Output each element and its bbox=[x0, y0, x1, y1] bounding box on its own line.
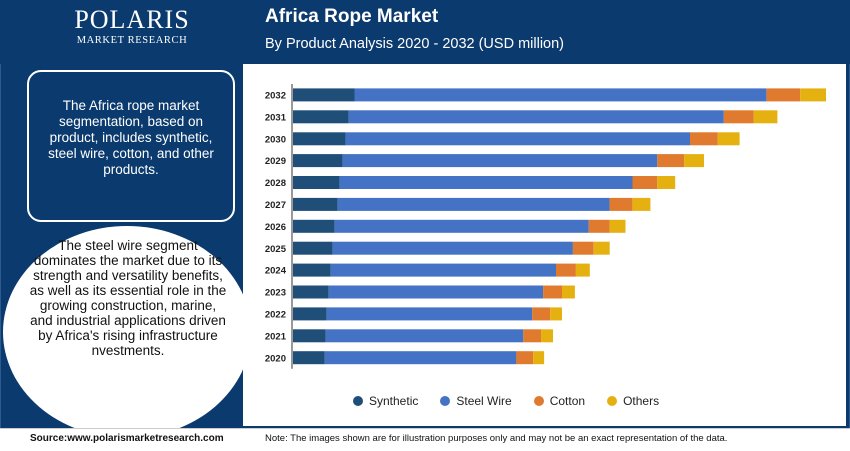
logo-name: POLARIS bbox=[74, 5, 190, 34]
segmentation-info-text: The Africa rope market segmentation, bas… bbox=[48, 98, 214, 177]
bar-others-2026 bbox=[609, 219, 626, 233]
bar-others-2023 bbox=[562, 285, 575, 299]
tick-label-2028: 2028 bbox=[265, 178, 286, 189]
footer: Source:www.polarismarketresearch.com Not… bbox=[0, 428, 850, 451]
bar-steel-wire-2028 bbox=[339, 176, 633, 189]
bar-synthetic-2029 bbox=[293, 154, 343, 168]
tick-label-2032: 2032 bbox=[265, 90, 286, 101]
legend-item-cotton: Cotton bbox=[533, 394, 586, 408]
tick-label-2023: 2023 bbox=[265, 288, 286, 299]
legend-label-steel-wire: Steel Wire bbox=[456, 394, 512, 408]
bar-cotton-2031 bbox=[723, 110, 754, 124]
bar-cotton-2030 bbox=[690, 132, 718, 146]
tick-label-2027: 2027 bbox=[265, 200, 286, 211]
bar-cotton-2021 bbox=[523, 329, 542, 343]
bar-steel-wire-2022 bbox=[326, 307, 533, 321]
legend-item-synthetic: Synthetic bbox=[353, 394, 418, 408]
bar-synthetic-2021 bbox=[293, 329, 326, 343]
bar-cotton-2022 bbox=[532, 307, 551, 321]
bar-steel-wire-2020 bbox=[324, 351, 517, 365]
tick-label-2022: 2022 bbox=[265, 309, 286, 320]
tick-label-2026: 2026 bbox=[265, 222, 286, 233]
bar-cotton-2028 bbox=[632, 176, 658, 189]
bar-synthetic-2030 bbox=[293, 132, 346, 146]
bar-synthetic-2023 bbox=[293, 285, 329, 299]
bar-synthetic-2026 bbox=[293, 219, 335, 233]
bar-cotton-2023 bbox=[543, 285, 562, 299]
legend-swatch-others bbox=[607, 396, 618, 406]
logo-subtitle: MARKET RESEARCH bbox=[76, 35, 188, 46]
legend-swatch-steel-wire bbox=[440, 396, 451, 406]
bar-steel-wire-2029 bbox=[342, 154, 658, 168]
bar-steel-wire-2027 bbox=[337, 197, 610, 211]
insight-text: The steel wire segment dominates the mar… bbox=[29, 238, 227, 358]
bar-others-2022 bbox=[550, 307, 562, 321]
legend-swatch-synthetic bbox=[353, 396, 363, 406]
bar-cotton-2024 bbox=[556, 263, 576, 277]
tick-label-2030: 2030 bbox=[265, 134, 286, 145]
tick-label-2025: 2025 bbox=[265, 244, 287, 255]
bar-cotton-2029 bbox=[657, 154, 685, 168]
chart-panel: 2032 2031 2030 2029 2028 2027 2026 2025 2024 2023… bbox=[243, 64, 846, 426]
legend-label-cotton: Cotton bbox=[549, 394, 586, 408]
bar-steel-wire-2030 bbox=[345, 132, 690, 146]
header: POLARIS MARKET RESEARCH Africa Rope Mark… bbox=[0, 0, 850, 64]
legend-swatch-cotton bbox=[533, 396, 544, 406]
tick-label-2031: 2031 bbox=[265, 112, 287, 123]
bar-cotton-2025 bbox=[572, 241, 594, 255]
bar-others-2024 bbox=[575, 263, 590, 277]
bar-synthetic-2027 bbox=[293, 197, 338, 211]
legend-label-others: Others bbox=[623, 394, 660, 408]
bar-cotton-2020 bbox=[516, 351, 534, 365]
bar-steel-wire-2021 bbox=[325, 329, 524, 343]
bar-others-2029 bbox=[684, 154, 704, 168]
bar-cotton-2032 bbox=[766, 88, 801, 102]
bar-others-2020 bbox=[533, 351, 545, 365]
bar-synthetic-2025 bbox=[293, 241, 333, 255]
tick-label-2021: 2021 bbox=[265, 331, 287, 342]
chart-subtitle: By Product Analysis 2020 - 2032 (USD mil… bbox=[265, 36, 564, 52]
bar-others-2027 bbox=[632, 197, 651, 211]
bar-others-2030 bbox=[717, 132, 740, 146]
bar-steel-wire-2023 bbox=[328, 285, 544, 299]
bar-synthetic-2024 bbox=[293, 263, 331, 277]
legend-label-synthetic: Synthetic bbox=[369, 394, 419, 408]
bar-steel-wire-2025 bbox=[332, 241, 573, 255]
bar-steel-wire-2031 bbox=[348, 110, 724, 124]
chart-title: Africa Rope Market bbox=[265, 6, 439, 27]
bar-others-2025 bbox=[593, 241, 610, 255]
chart-legend: Synthetic Steel Wire Cotton Others bbox=[353, 392, 773, 410]
tick-label-2024: 2024 bbox=[265, 266, 287, 277]
bar-steel-wire-2024 bbox=[330, 263, 556, 277]
bar-synthetic-2031 bbox=[293, 110, 349, 124]
polaris-logo: POLARIS MARKET RESEARCH bbox=[62, 6, 202, 52]
bar-synthetic-2020 bbox=[293, 351, 325, 365]
bar-steel-wire-2026 bbox=[334, 219, 589, 233]
bar-others-2032 bbox=[800, 88, 826, 102]
bar-others-2021 bbox=[541, 329, 553, 343]
bar-cotton-2027 bbox=[609, 197, 633, 211]
tick-label-2029: 2029 bbox=[265, 156, 286, 167]
segmentation-info-box: The Africa rope market segmentation, bas… bbox=[27, 70, 235, 222]
bar-others-2028 bbox=[657, 176, 676, 189]
tick-label-2020: 2020 bbox=[265, 353, 286, 364]
bar-cotton-2026 bbox=[588, 219, 610, 233]
bar-others-2031 bbox=[753, 110, 778, 124]
bar-synthetic-2028 bbox=[293, 176, 340, 189]
bar-synthetic-2022 bbox=[293, 307, 327, 321]
legend-item-others: Others bbox=[607, 394, 659, 408]
stacked-bar-chart: 2032 2031 2030 2029 2028 2027 2026 2025 2024 2023… bbox=[265, 84, 826, 369]
disclaimer-note: Note: The images shown are for illustrat… bbox=[265, 433, 728, 444]
source-text: Source:www.polarismarketresearch.com bbox=[30, 433, 224, 444]
insight-oval bbox=[3, 226, 251, 438]
bar-steel-wire-2032 bbox=[354, 88, 767, 102]
legend-item-steel-wire: Steel Wire bbox=[440, 394, 512, 408]
bar-synthetic-2032 bbox=[293, 88, 355, 102]
